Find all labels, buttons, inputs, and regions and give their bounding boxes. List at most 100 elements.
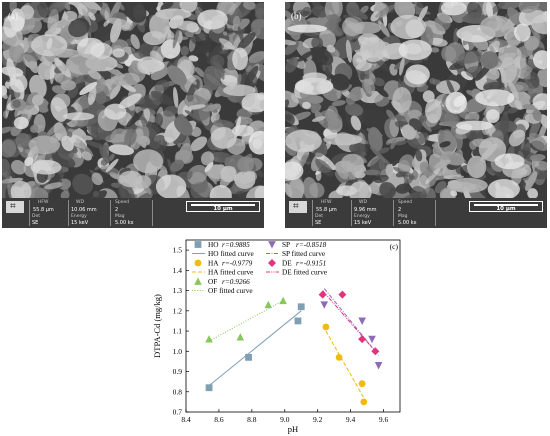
sem-particle bbox=[311, 116, 326, 122]
sem-particle bbox=[349, 86, 364, 102]
legend-marker-ha bbox=[194, 259, 202, 267]
sem-particle bbox=[486, 109, 500, 123]
sem-particle bbox=[351, 21, 382, 35]
hfw-value: 55.8 µm bbox=[33, 207, 54, 213]
data-point-ha bbox=[322, 323, 330, 331]
sem-particle bbox=[8, 43, 25, 63]
sem-particle bbox=[430, 47, 440, 53]
data-point-ho bbox=[294, 317, 302, 325]
sem-particle bbox=[68, 17, 90, 38]
sem-particle bbox=[176, 20, 199, 31]
sem-particle bbox=[218, 38, 236, 50]
sem-particle bbox=[186, 171, 193, 180]
sem-particle bbox=[386, 109, 396, 121]
sem-particle bbox=[118, 93, 142, 109]
data-point-of bbox=[236, 333, 245, 341]
legend-label-ho: HO bbox=[208, 240, 219, 249]
sem-particle bbox=[349, 8, 368, 20]
data-point-ho bbox=[245, 353, 252, 361]
sem-particle bbox=[318, 110, 343, 131]
sem-particle bbox=[62, 2, 71, 11]
plot-frame bbox=[185, 239, 401, 413]
sem-particle bbox=[154, 113, 164, 128]
sem-particle bbox=[360, 87, 368, 103]
sem-particle bbox=[348, 181, 372, 198]
sem-particle bbox=[81, 135, 94, 141]
sem-particle bbox=[369, 146, 389, 165]
sem-particle bbox=[341, 153, 364, 173]
sem-particle bbox=[288, 177, 304, 198]
sem-particle bbox=[287, 24, 328, 33]
sem-particle bbox=[507, 7, 523, 26]
sem-particle bbox=[120, 182, 135, 198]
x-tick-label: 8.6 bbox=[214, 415, 224, 424]
sem-particle bbox=[55, 105, 62, 112]
sem-particle bbox=[93, 23, 116, 44]
sem-particle bbox=[91, 172, 103, 186]
y-tick-label: 0.8 bbox=[173, 387, 183, 396]
sem-particle bbox=[434, 180, 447, 194]
speed-value: 2 bbox=[115, 207, 119, 213]
sem-particle bbox=[441, 45, 457, 62]
sem-particle bbox=[390, 139, 397, 150]
sem-particle bbox=[213, 56, 225, 80]
sem-particle bbox=[508, 129, 526, 147]
sem-particle bbox=[390, 14, 426, 40]
sem-micrograph-b bbox=[285, 2, 547, 198]
sem-particle bbox=[241, 93, 264, 113]
data-point-ho bbox=[205, 384, 213, 392]
sem-particle bbox=[179, 2, 198, 13]
mag-value: 5.00 kx bbox=[398, 220, 417, 226]
sem-particle bbox=[326, 44, 336, 53]
sem-particle bbox=[363, 78, 376, 95]
sem-particle bbox=[187, 104, 206, 110]
sem-particle bbox=[244, 65, 259, 87]
sem-particle bbox=[137, 136, 147, 148]
y-tick-label: 1.4 bbox=[173, 266, 183, 275]
sem-particle bbox=[330, 73, 350, 91]
sem-particle bbox=[65, 53, 102, 75]
sem-particle bbox=[72, 173, 94, 195]
info-divider bbox=[312, 200, 313, 226]
sem-particle bbox=[378, 147, 390, 154]
sem-particle bbox=[119, 72, 140, 86]
sem-particle bbox=[200, 151, 215, 166]
y-tick-label: 1.0 bbox=[173, 347, 183, 356]
sem-particle bbox=[3, 15, 18, 38]
info-divider bbox=[29, 200, 30, 226]
sem-particle bbox=[285, 99, 290, 109]
sem-particle bbox=[190, 181, 211, 198]
sem-particle bbox=[378, 20, 390, 37]
sem-particle bbox=[324, 2, 343, 21]
sem-particle bbox=[477, 187, 495, 198]
sem-particle bbox=[456, 120, 493, 131]
sem-particle bbox=[392, 87, 412, 113]
sem-particle bbox=[302, 72, 327, 83]
sem-particle bbox=[187, 164, 208, 185]
sem-particle bbox=[213, 119, 234, 129]
sem-particle bbox=[103, 19, 110, 27]
sem-particle bbox=[82, 8, 92, 26]
x-tick-label: 9.0 bbox=[280, 415, 290, 424]
sem-particle bbox=[393, 166, 416, 179]
sem-particle bbox=[534, 160, 547, 171]
sem-particle bbox=[2, 88, 8, 99]
sem-particle bbox=[403, 112, 412, 124]
sem-particle bbox=[104, 103, 127, 120]
x-tick-label: 8.8 bbox=[247, 415, 257, 424]
legend-marker-of bbox=[194, 277, 202, 285]
sem-particle bbox=[5, 94, 12, 118]
sem-particle bbox=[209, 185, 232, 198]
sem-particle bbox=[500, 56, 518, 83]
sem-particle bbox=[460, 71, 474, 81]
sem-particle bbox=[392, 189, 411, 198]
sem-particle bbox=[302, 101, 311, 109]
x-tick-label: 9.6 bbox=[379, 415, 389, 424]
sem-particle bbox=[116, 2, 125, 11]
sem-particle bbox=[49, 64, 55, 85]
sem-particle bbox=[256, 169, 264, 178]
panel-label-a: (a) bbox=[8, 11, 18, 21]
energy-label: Energy bbox=[71, 214, 87, 219]
sem-particle bbox=[110, 18, 122, 43]
sem-particle bbox=[468, 11, 486, 24]
